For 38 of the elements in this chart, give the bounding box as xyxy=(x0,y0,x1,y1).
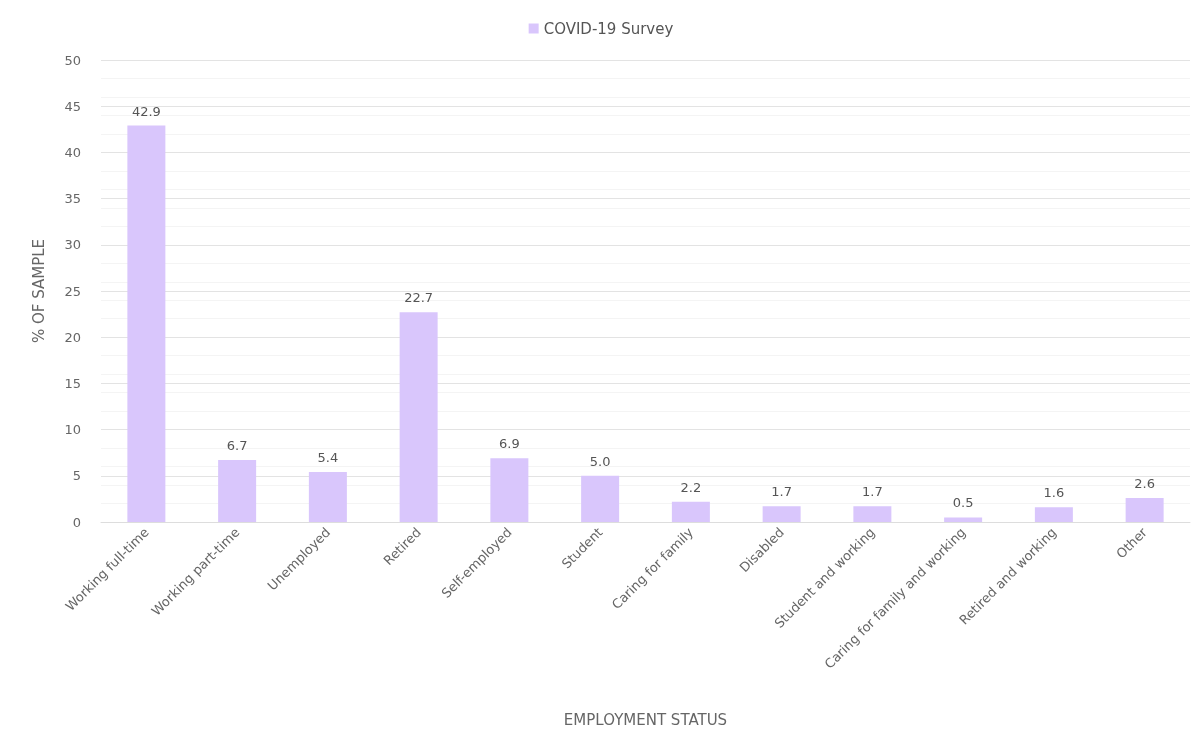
x-axis-title: EMPLOYMENT STATUS xyxy=(563,710,728,729)
y-tick-label: 50 xyxy=(64,52,81,68)
bar xyxy=(671,501,710,522)
y-tick-label: 10 xyxy=(64,422,81,438)
bar xyxy=(1034,507,1073,522)
data-label: 0.5 xyxy=(952,495,974,511)
bar xyxy=(308,472,347,522)
y-tick-label: 15 xyxy=(64,375,81,391)
bar xyxy=(581,475,620,522)
bar xyxy=(218,460,257,522)
data-label: 2.2 xyxy=(680,479,702,495)
data-label: 1.7 xyxy=(771,484,792,500)
data-label: 22.7 xyxy=(404,290,434,306)
data-label: 1.7 xyxy=(862,484,883,500)
bar xyxy=(944,517,983,522)
bar xyxy=(1125,497,1164,522)
y-axis-title: % OF SAMPLE xyxy=(29,238,48,344)
y-tick-label: 0 xyxy=(72,514,81,530)
data-label: 2.6 xyxy=(1134,475,1155,491)
legend-label: COVID-19 Survey xyxy=(543,19,674,38)
y-tick-label: 30 xyxy=(64,237,81,253)
y-tick-label: 25 xyxy=(64,283,81,299)
y-tick-label: 5 xyxy=(72,468,81,484)
data-label: 6.9 xyxy=(499,436,520,452)
data-label: 6.7 xyxy=(226,438,248,454)
y-tick-label: 20 xyxy=(64,329,81,345)
bar xyxy=(762,506,801,522)
y-tick-label: 45 xyxy=(64,98,81,114)
y-tick-label: 40 xyxy=(64,144,81,160)
bar xyxy=(490,458,529,522)
bar xyxy=(853,506,892,522)
data-label: 42.9 xyxy=(131,103,161,119)
data-label: 5.4 xyxy=(317,450,339,466)
y-tick-label: 35 xyxy=(64,191,81,207)
data-label: 1.6 xyxy=(1043,485,1065,501)
bar xyxy=(399,312,438,522)
data-label: 5.0 xyxy=(589,453,611,469)
bar xyxy=(127,125,166,522)
